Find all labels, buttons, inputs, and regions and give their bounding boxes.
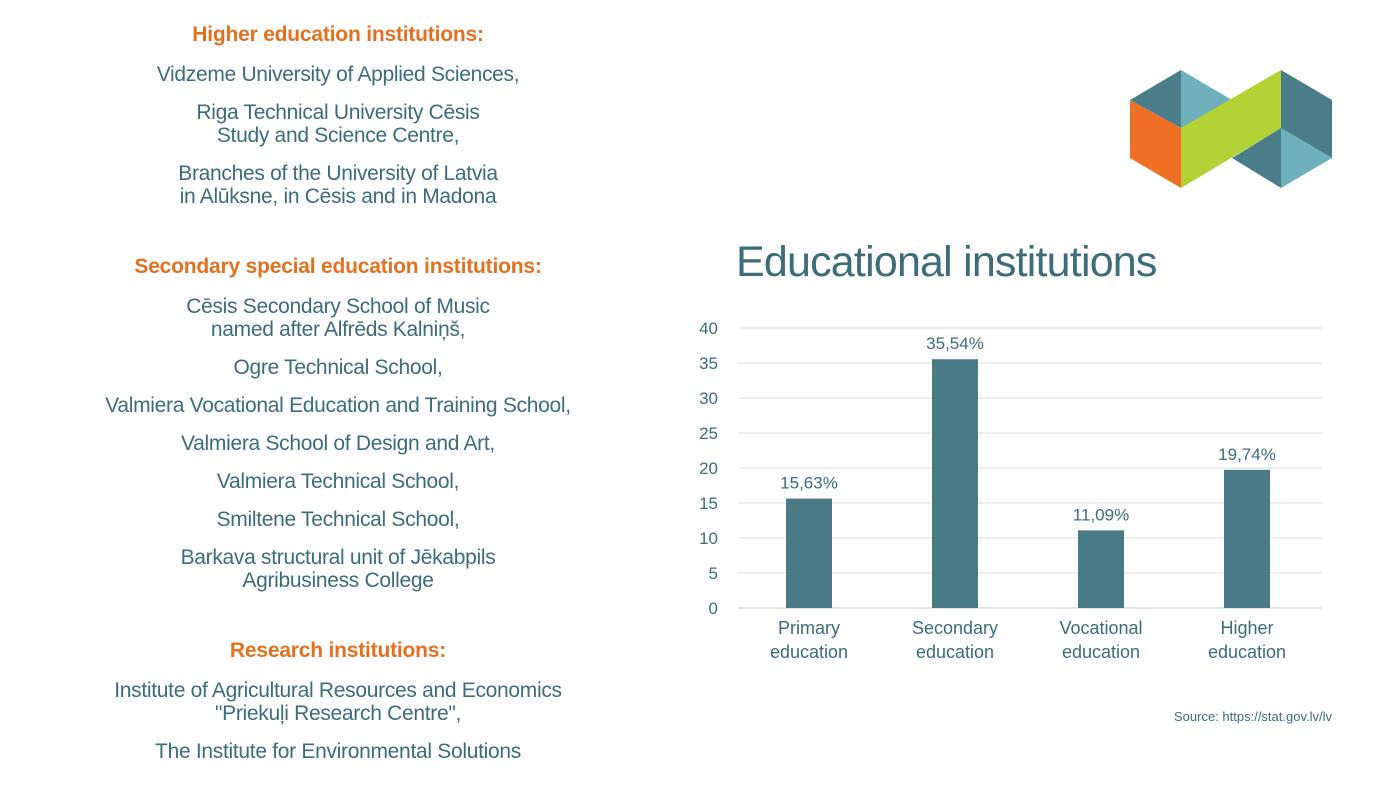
- logo-left-orange: [1130, 100, 1181, 188]
- y-tick-label: 0: [709, 599, 718, 618]
- institution-item: Valmiera School of Design and Art,: [181, 432, 495, 455]
- institution-item: Vidzeme University of Applied Sciences,: [156, 63, 520, 86]
- data-label: 19,74%: [1218, 445, 1276, 464]
- logo-green-band: [1181, 70, 1281, 188]
- logo-right-bottom-light: [1281, 128, 1332, 188]
- logo-right-dark: [1281, 70, 1332, 158]
- institution-list: Vidzeme University of Applied Sciences, …: [88, 63, 588, 208]
- higher-education-section: Higher education institutions: Vidzeme U…: [88, 22, 588, 208]
- y-tick-label: 10: [699, 529, 718, 548]
- x-tick-label: education: [916, 642, 994, 662]
- logo-left-top-dark: [1130, 70, 1181, 128]
- research-section: Research institutions: Institute of Agri…: [88, 638, 588, 763]
- institution-item: Valmiera Vocational Education and Traini…: [105, 394, 571, 417]
- data-label: 15,63%: [780, 474, 838, 493]
- data-label: 35,54%: [926, 334, 984, 353]
- source-note: Source: https://stat.gov.lv/lv: [1174, 709, 1332, 724]
- y-tick-label: 35: [699, 354, 718, 373]
- logo-hexagon-icon: [1130, 70, 1332, 188]
- x-tick-label: education: [1208, 642, 1286, 662]
- x-tick-label: education: [1062, 642, 1140, 662]
- logo-left-top-light: [1181, 70, 1232, 128]
- institution-item: Barkava structural unit of Jēkabpils Agr…: [180, 546, 496, 592]
- chart-title: Educational institutions: [736, 238, 1157, 286]
- x-tick-label: education: [770, 642, 848, 662]
- institution-list: Cēsis Secondary School of Music named af…: [88, 295, 588, 592]
- section-heading: Higher education institutions:: [192, 23, 484, 46]
- bar: [932, 359, 978, 608]
- bar-chart: 0 5 10 15 20 25 30 35 40 15,63% Primary education 35…: [699, 319, 1322, 662]
- y-tick-label: 25: [699, 424, 718, 443]
- institution-item: Ogre Technical School,: [233, 356, 443, 379]
- institution-item: Valmiera Technical School,: [216, 470, 460, 493]
- x-tick-label: Secondary: [912, 618, 998, 638]
- institution-item: Smiltene Technical School,: [216, 508, 460, 531]
- institution-item: Riga Technical University Cēsis Study an…: [196, 101, 480, 147]
- bar: [786, 498, 832, 608]
- section-heading: Research institutions:: [229, 639, 447, 662]
- y-tick-label: 15: [699, 494, 718, 513]
- institution-list: Institute of Agricultural Resources and …: [88, 679, 588, 763]
- bar: [1078, 530, 1124, 608]
- logo-right-bottom-dark: [1232, 128, 1281, 188]
- x-tick-label: Primary: [778, 618, 840, 638]
- institution-item: Institute of Agricultural Resources and …: [114, 679, 562, 725]
- bar: [1224, 469, 1270, 608]
- section-heading: Secondary special education institutions…: [134, 255, 542, 278]
- y-tick-label: 40: [699, 319, 718, 338]
- y-tick-label: 20: [699, 459, 718, 478]
- institution-item: Cēsis Secondary School of Music named af…: [186, 295, 490, 341]
- data-label: 11,09%: [1073, 505, 1129, 524]
- x-tick-label: Vocational: [1059, 618, 1142, 638]
- secondary-special-section: Secondary special education institutions…: [88, 254, 588, 592]
- x-tick-label: Higher: [1220, 618, 1273, 638]
- institution-item: Branches of the University of Latvia in …: [178, 162, 498, 208]
- y-tick-label: 30: [699, 389, 718, 408]
- y-tick-label: 5: [709, 564, 718, 583]
- institution-item: The Institute for Environmental Solution…: [155, 740, 521, 763]
